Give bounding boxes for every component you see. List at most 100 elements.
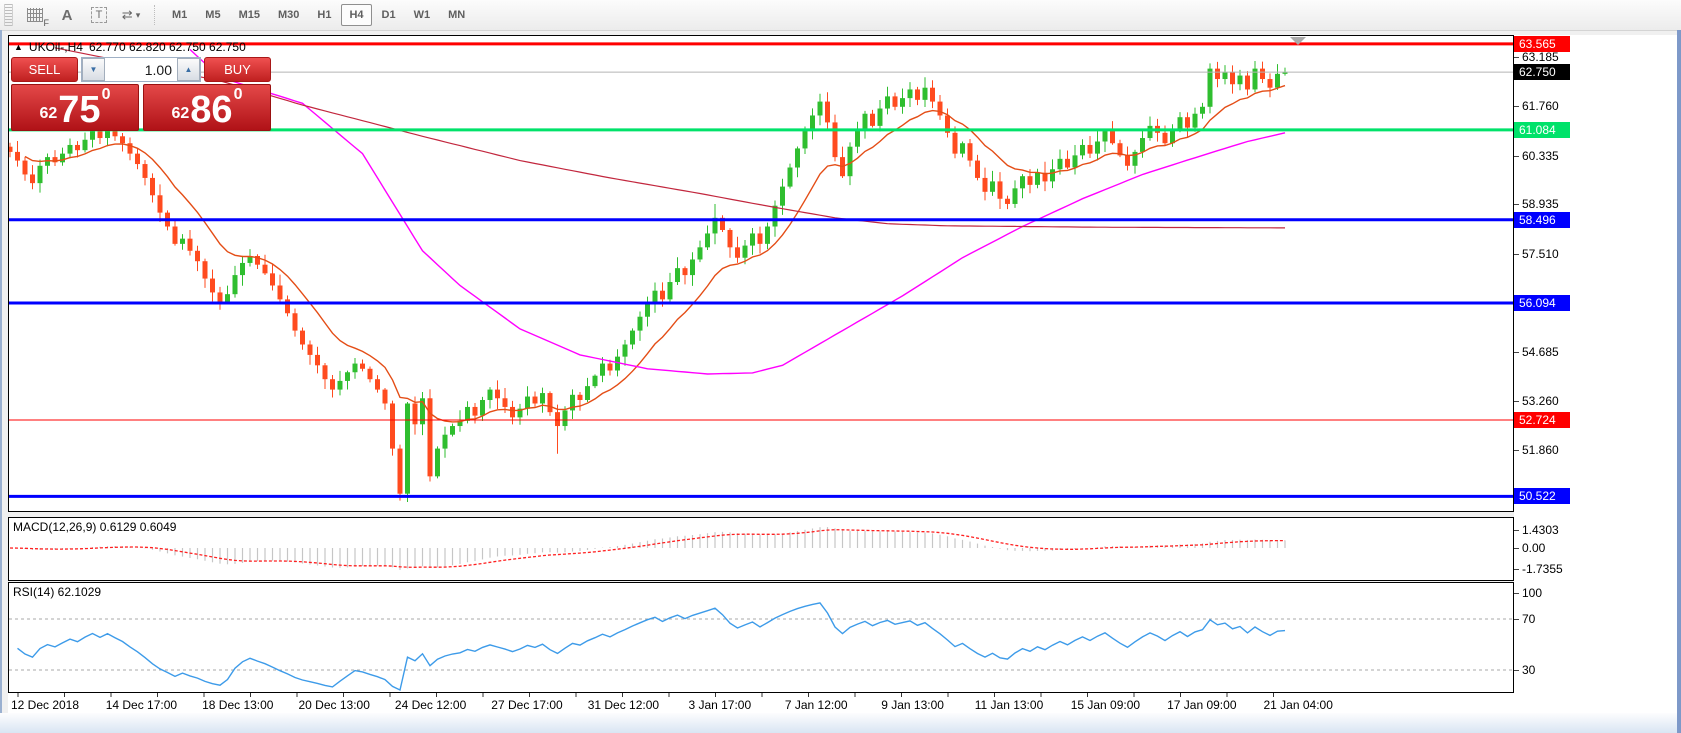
buy-price-box[interactable]: 62 86 0 bbox=[143, 84, 271, 131]
time-axis-label: 18 Dec 13:00 bbox=[202, 698, 274, 712]
volume-stepper: ▼ 1.00 ▲ bbox=[81, 57, 201, 82]
toolbar-separator bbox=[154, 5, 156, 25]
toolbar-grip[interactable] bbox=[4, 4, 13, 26]
one-click-trading-panel: SELL ▼ 1.00 ▲ BUY 62 75 0 62 86 0 bbox=[11, 57, 271, 131]
price-level-badge: 61.084 bbox=[1514, 121, 1570, 138]
volume-increase-button[interactable]: ▲ bbox=[177, 58, 200, 81]
symbol-marker-icon: ▲ bbox=[14, 42, 23, 52]
macd-canvas[interactable] bbox=[9, 518, 1513, 580]
timeframe-button-m5[interactable]: M5 bbox=[205, 9, 221, 21]
buy-price-int: 62 bbox=[171, 105, 190, 122]
scale-tick-mark bbox=[1514, 593, 1519, 594]
arrange-arrows-icon[interactable]: ⇄ ▾ bbox=[121, 7, 141, 22]
rsi-scale-label: 100 bbox=[1522, 586, 1543, 600]
timeframe-button-m1[interactable]: M1 bbox=[172, 9, 188, 21]
time-axis-label: 7 Jan 12:00 bbox=[785, 698, 848, 712]
time-axis-label: 21 Jan 04:00 bbox=[1263, 698, 1333, 712]
scale-tick-mark bbox=[1514, 57, 1519, 58]
time-axis-label: 24 Dec 12:00 bbox=[395, 698, 467, 712]
symbol-period-label: UKOil-,H4 bbox=[28, 40, 83, 54]
macd-label: MACD(12,26,9) 0.6129 0.6049 bbox=[13, 520, 177, 534]
sell-price-pip: 0 bbox=[101, 86, 111, 103]
macd-scale-label: 0.00 bbox=[1522, 541, 1546, 555]
price-scale-label: 60.335 bbox=[1522, 148, 1559, 163]
scale-tick-mark bbox=[1514, 204, 1519, 206]
candlestick-chart-canvas[interactable] bbox=[9, 36, 1513, 511]
sell-price-box[interactable]: 62 75 0 bbox=[11, 84, 139, 131]
scale-tick-mark bbox=[1514, 401, 1519, 403]
scale-tick-mark bbox=[1514, 530, 1519, 532]
timeframe-button-w1[interactable]: W1 bbox=[413, 9, 431, 21]
time-axis[interactable]: 12 Dec 2018 14 Dec 17:00 18 Dec 13:00 20 De… bbox=[8, 693, 1514, 713]
ohlc-values: 62.770 62.820 62.750 62.750 bbox=[88, 40, 246, 54]
text-label-icon[interactable]: T bbox=[86, 3, 112, 27]
time-axis-label: 9 Jan 13:00 bbox=[881, 698, 944, 712]
sell-price-main: 75 bbox=[58, 88, 101, 131]
volume-input[interactable]: 1.00 bbox=[144, 61, 172, 78]
buy-button[interactable]: BUY bbox=[204, 57, 271, 82]
rsi-scale-label: 70 bbox=[1522, 612, 1536, 626]
scale-tick-mark bbox=[1514, 253, 1519, 255]
sell-button[interactable]: SELL bbox=[11, 57, 78, 82]
price-level-badge: 52.724 bbox=[1514, 411, 1570, 428]
volume-decrease-button[interactable]: ▼ bbox=[82, 58, 105, 81]
time-axis-label: 3 Jan 17:00 bbox=[688, 698, 751, 712]
price-scale-label: 58.935 bbox=[1522, 197, 1559, 212]
time-axis-label: 17 Jan 09:00 bbox=[1167, 698, 1237, 712]
time-axis-label: 20 Dec 13:00 bbox=[299, 698, 371, 712]
scale-tick-mark bbox=[1514, 351, 1519, 353]
rsi-scale-label: 30 bbox=[1522, 663, 1536, 677]
text-a-icon[interactable]: A bbox=[61, 6, 73, 24]
scale-tick-mark bbox=[1514, 155, 1519, 157]
timeframe-button-m30[interactable]: M30 bbox=[277, 9, 300, 21]
price-scale-label: 51.860 bbox=[1522, 442, 1559, 457]
scale-tick-mark bbox=[1514, 619, 1519, 620]
time-axis-label: 11 Jan 13:00 bbox=[975, 698, 1044, 712]
timeframe-button-group: M1 M5 M15 M30 H1 H4 D1 W1 MN bbox=[163, 4, 474, 26]
price-level-badge: 56.094 bbox=[1514, 295, 1570, 312]
time-axis-label: 12 Dec 2018 bbox=[11, 698, 79, 712]
macd-indicator-pane[interactable]: MACD(12,26,9) 0.6129 0.6049 bbox=[8, 517, 1514, 581]
scale-tick-mark bbox=[1514, 670, 1519, 671]
timeframe-button-m15[interactable]: M15 bbox=[238, 9, 260, 21]
main-chart-pane[interactable]: ▲ UKOil-,H4 62.770 62.820 62.750 62.750 … bbox=[8, 35, 1514, 512]
price-scale-label: 54.685 bbox=[1522, 344, 1559, 359]
buy-price-main: 86 bbox=[190, 88, 233, 131]
rsi-label: RSI(14) 62.1029 bbox=[13, 585, 102, 599]
time-axis-label: 31 Dec 12:00 bbox=[588, 698, 660, 712]
rsi-canvas[interactable] bbox=[9, 583, 1513, 692]
chart-shift-marker-icon[interactable] bbox=[1290, 37, 1306, 45]
buy-price-pip: 0 bbox=[233, 86, 243, 103]
window-right-border bbox=[1677, 30, 1681, 733]
candles-layer bbox=[9, 60, 1288, 502]
time-axis-label: 15 Jan 09:00 bbox=[1071, 698, 1141, 712]
macd-scale-label: 1.4303 bbox=[1522, 523, 1559, 538]
timeframe-button-mn[interactable]: MN bbox=[448, 9, 466, 21]
time-axis-label: 14 Dec 17:00 bbox=[106, 698, 178, 712]
macd-scale-label: -1.7355 bbox=[1522, 562, 1563, 577]
scale-tick-mark bbox=[1514, 548, 1519, 549]
dropdown-caret-icon: ▾ bbox=[135, 9, 141, 20]
price-scale-label: 63.185 bbox=[1522, 50, 1559, 64]
scale-tick-mark bbox=[1514, 449, 1519, 451]
scale-tick-mark bbox=[1514, 106, 1519, 108]
grid-f-icon[interactable]: F bbox=[22, 3, 49, 28]
timeframe-button-h1[interactable]: H1 bbox=[317, 9, 332, 21]
chart-title: ▲ UKOil-,H4 62.770 62.820 62.750 62.750 bbox=[14, 40, 246, 54]
price-level-badge: 63.565 bbox=[1514, 35, 1570, 52]
rsi-indicator-pane[interactable]: RSI(14) 62.1029 bbox=[8, 582, 1514, 693]
toolbar: F A T ⇄ ▾ M1 M5 M15 M30 H1 H4 D1 W1 MN bbox=[0, 0, 1681, 31]
time-axis-label: 27 Dec 17:00 bbox=[491, 698, 563, 712]
price-scale-label: 61.760 bbox=[1522, 99, 1559, 114]
window-left-border bbox=[0, 30, 2, 733]
timeframe-button-h4[interactable]: H4 bbox=[341, 4, 372, 26]
price-level-badge: 50.522 bbox=[1514, 488, 1570, 505]
window-bottom-strip bbox=[0, 713, 1681, 733]
price-level-badge: 58.496 bbox=[1514, 211, 1570, 228]
price-level-badge: 62.750 bbox=[1514, 64, 1570, 81]
sell-price-int: 62 bbox=[39, 105, 58, 122]
price-scale[interactable]: 63.185 61.760 60.335 58.935 57.510 54.685 53.2… bbox=[1514, 35, 1677, 713]
timeframe-button-d1[interactable]: D1 bbox=[381, 9, 396, 21]
price-scale-label: 53.260 bbox=[1522, 394, 1559, 409]
